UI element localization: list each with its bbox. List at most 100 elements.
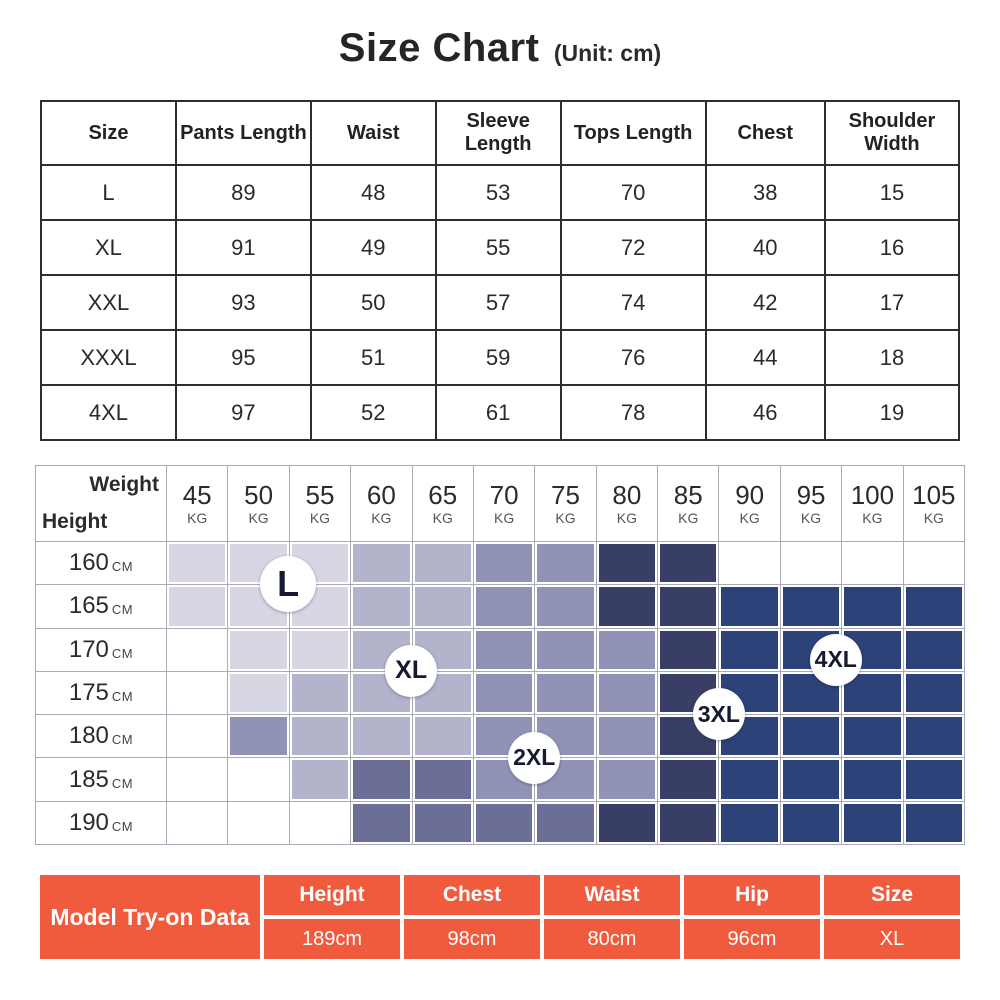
height-unit: CM bbox=[111, 688, 134, 704]
grid-size-cell bbox=[412, 542, 473, 585]
grid-size-cell bbox=[780, 801, 842, 844]
grid-size-cell bbox=[167, 628, 228, 671]
grid-size-cell bbox=[719, 801, 780, 844]
size-table-value-cell: 15 bbox=[823, 164, 961, 221]
height-unit: CM bbox=[111, 645, 134, 661]
grid-size-cell bbox=[658, 758, 719, 801]
weight-value: 75 bbox=[551, 479, 580, 510]
size-table-value-cell: 50 bbox=[309, 274, 437, 331]
grid-size-cell bbox=[596, 801, 658, 844]
grid-size-cell bbox=[842, 585, 903, 628]
height-value: 185 bbox=[68, 765, 109, 793]
weight-header-cell: 75 KG bbox=[535, 466, 596, 541]
weight-header-cell: 45 KG bbox=[167, 466, 228, 541]
grid-size-cell bbox=[351, 542, 412, 585]
size-table-value-cell: 52 bbox=[309, 384, 437, 441]
size-table-value-cell: 95 bbox=[174, 329, 312, 386]
weight-value: 95 bbox=[796, 479, 826, 510]
weight-header-cell: 70 KG bbox=[473, 466, 535, 541]
weight-value: 85 bbox=[673, 479, 703, 510]
model-tryon-column-value: 98cm bbox=[404, 919, 540, 959]
grid-size-cell bbox=[228, 801, 289, 844]
page-title: Size Chart (Unit: cm) bbox=[0, 26, 1000, 71]
size-table-size-cell: XL bbox=[40, 219, 177, 276]
grid-size-cell bbox=[596, 542, 658, 585]
size-table-value-cell: 46 bbox=[704, 384, 826, 441]
size-table-value-cell: 49 bbox=[309, 219, 437, 276]
size-table-size-cell: 4XL bbox=[40, 384, 177, 441]
grid-size-cell bbox=[351, 715, 412, 758]
model-tryon-column-value: 96cm bbox=[684, 919, 820, 959]
grid-size-cell bbox=[228, 671, 289, 715]
size-measurements-table: Size Pants Length Waist Sleeve Length Tops L… bbox=[40, 100, 961, 441]
size-table-row: XL 91 49 55 72 40 16 bbox=[40, 219, 961, 276]
weight-header-cell: 60 KG bbox=[351, 466, 412, 541]
grid-size-cell bbox=[535, 585, 596, 628]
grid-size-cell bbox=[412, 758, 473, 801]
size-table-header-cell: Sleeve Length bbox=[434, 100, 562, 166]
weight-value: 90 bbox=[735, 479, 765, 510]
grid-size-cell bbox=[903, 628, 964, 671]
grid-size-cell bbox=[167, 542, 228, 585]
size-table-size-cell: XXL bbox=[40, 274, 177, 331]
weight-unit: KG bbox=[555, 509, 576, 526]
size-table-row: L 89 48 53 70 38 15 bbox=[40, 164, 961, 221]
grid-size-cell bbox=[289, 715, 351, 758]
size-table-row: XXL 93 50 57 74 42 17 bbox=[40, 274, 961, 331]
grid-size-cell bbox=[719, 542, 780, 585]
grid-size-cell bbox=[719, 628, 780, 671]
grid-size-cell bbox=[473, 585, 535, 628]
size-table-value-cell: 78 bbox=[559, 384, 707, 441]
size-table-value-cell: 53 bbox=[434, 164, 562, 221]
weight-unit: KG bbox=[309, 509, 331, 526]
grid-size-cell bbox=[596, 585, 658, 628]
size-table-header-cell: Waist bbox=[309, 100, 437, 166]
grid-size-cell bbox=[167, 671, 228, 715]
weight-unit: KG bbox=[371, 509, 392, 526]
weight-header-cell: 55 KG bbox=[289, 466, 351, 541]
height-unit: CM bbox=[111, 559, 134, 575]
size-table-header-cell: Pants Length bbox=[174, 100, 312, 166]
size-label-circle: 2XL bbox=[508, 731, 561, 784]
grid-size-cell bbox=[658, 628, 719, 671]
page-title-unit: (Unit: cm) bbox=[553, 40, 662, 66]
grid-size-cell bbox=[289, 758, 351, 801]
grid-size-cell bbox=[167, 715, 228, 758]
model-tryon-column-value: 80cm bbox=[544, 919, 680, 959]
size-table-value-cell: 74 bbox=[559, 274, 707, 331]
height-unit: CM bbox=[111, 818, 134, 834]
size-table-value-cell: 93 bbox=[174, 274, 312, 331]
height-header-cell: 175 CM bbox=[36, 671, 166, 715]
grid-size-cell bbox=[719, 758, 780, 801]
weight-value: 60 bbox=[366, 479, 396, 510]
size-table-size-cell: L bbox=[40, 164, 177, 221]
size-table-value-cell: 40 bbox=[704, 219, 826, 276]
weight-header-cell: 80 KG bbox=[596, 466, 658, 541]
model-tryon-column-value: 189cm bbox=[264, 919, 400, 959]
grid-size-cell bbox=[167, 801, 228, 844]
grid-size-cell bbox=[535, 542, 596, 585]
model-tryon-header: Model Try-on Data bbox=[40, 875, 260, 959]
grid-size-cell bbox=[842, 715, 903, 758]
height-value: 180 bbox=[68, 722, 109, 750]
height-weight-size-grid: Weight Height 45 KG 50 KG 55 KG 60 KG 65 KG 70 KG 75 KG… bbox=[35, 465, 965, 845]
grid-corner-cell: Weight Height bbox=[36, 466, 166, 541]
height-value: 165 bbox=[68, 592, 109, 620]
grid-size-cell bbox=[903, 715, 964, 758]
size-table-value-cell: 72 bbox=[559, 219, 707, 276]
grid-size-cell bbox=[289, 801, 351, 844]
grid-size-cell bbox=[780, 715, 842, 758]
size-table-value-cell: 42 bbox=[704, 274, 826, 331]
grid-size-cell bbox=[351, 585, 412, 628]
grid-size-cell bbox=[596, 715, 658, 758]
weight-unit: KG bbox=[248, 509, 269, 526]
grid-corner-height-label: Height bbox=[42, 510, 108, 533]
size-table-header-cell: Chest bbox=[704, 100, 826, 166]
grid-size-cell bbox=[596, 671, 658, 715]
size-table-row: 4XL 97 52 61 78 46 19 bbox=[40, 384, 961, 441]
weight-value: 105 bbox=[912, 479, 956, 510]
size-table-value-cell: 16 bbox=[823, 219, 961, 276]
grid-size-cell bbox=[167, 585, 228, 628]
weight-header-cell: 90 KG bbox=[719, 466, 780, 541]
height-value: 160 bbox=[68, 549, 109, 577]
